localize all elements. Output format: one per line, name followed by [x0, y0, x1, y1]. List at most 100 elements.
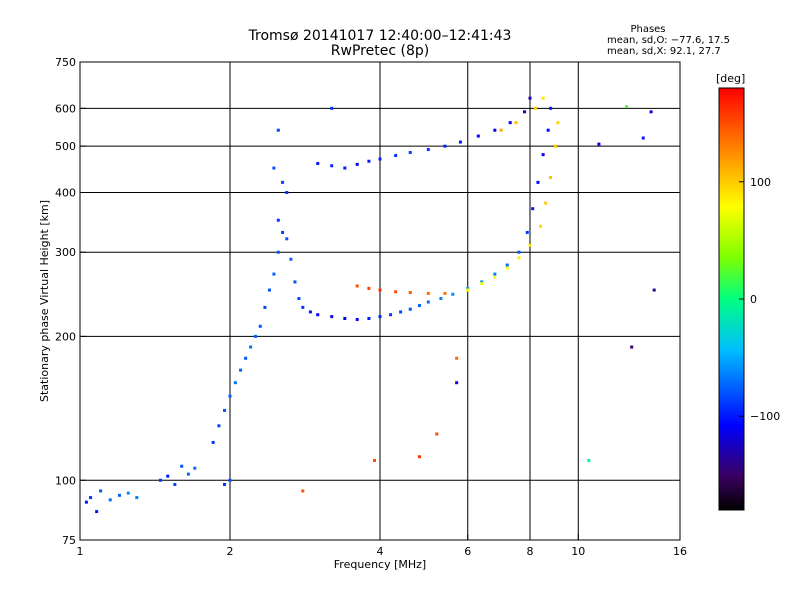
data-point [84, 500, 88, 504]
x-tick-label: 4 [377, 545, 384, 558]
x-tick-label: 8 [527, 545, 534, 558]
data-point [455, 381, 459, 385]
data-point [426, 291, 430, 295]
data-point [316, 313, 320, 317]
y-tick-label: 200 [55, 330, 76, 343]
data-point [455, 356, 459, 360]
data-point [541, 96, 545, 100]
data-point [330, 106, 334, 110]
data-point [531, 207, 535, 211]
data-point [301, 305, 305, 309]
chart-subtitle: RwPretec (8p) [331, 43, 429, 59]
data-point [343, 166, 347, 170]
grid-lines [80, 62, 680, 540]
data-point [652, 288, 656, 292]
phases-line-o: mean, sd,O: −77.6, 17.5 [607, 35, 730, 46]
data-point [533, 106, 537, 110]
y-axis-label: Stationary phase Virtual Height [km] [38, 200, 51, 402]
colorbar-tick-label: 0 [750, 293, 757, 306]
data-point [549, 106, 553, 110]
data-point [244, 356, 248, 360]
data-point [117, 493, 121, 497]
data-point [343, 316, 347, 320]
data-point [505, 263, 509, 267]
data-point [186, 472, 190, 476]
data-point [367, 316, 371, 320]
data-point [480, 282, 484, 286]
data-point [239, 368, 243, 372]
data-point [553, 144, 557, 148]
x-axis-ticks: 1 2 4 6 8 10 16 [77, 534, 687, 558]
data-point [285, 237, 289, 241]
data-point [108, 498, 112, 502]
y-axis-ticks: 75 100 200 300 400 500 600 750 [55, 56, 86, 547]
data-point [373, 458, 377, 462]
data-point [528, 96, 532, 100]
data-point [466, 288, 470, 292]
data-point [493, 272, 497, 276]
x-tick-label: 16 [673, 545, 687, 558]
data-point [223, 408, 227, 412]
data-point [223, 482, 227, 486]
data-point [249, 345, 253, 349]
data-point [514, 121, 518, 125]
data-point [158, 478, 162, 482]
data-point [330, 164, 334, 168]
data-point [587, 458, 591, 462]
data-point [233, 381, 237, 385]
data-point [228, 478, 232, 482]
data-point [528, 243, 532, 247]
data-point [308, 310, 312, 314]
chart-title: Tromsø 20141017 12:40:00–12:41:43 [248, 28, 512, 44]
data-point [217, 424, 221, 428]
y-tick-label: 600 [55, 102, 76, 115]
data-point [417, 304, 421, 308]
y-tick-label: 500 [55, 140, 76, 153]
data-point [508, 121, 512, 125]
data-point [439, 297, 443, 301]
data-point [378, 288, 382, 292]
data-point [126, 491, 130, 495]
data-point [435, 432, 439, 436]
data-point [367, 159, 371, 163]
data-point [173, 482, 177, 486]
data-point [499, 128, 503, 132]
data-point [89, 496, 93, 500]
data-point [394, 290, 398, 294]
data-point [263, 305, 267, 309]
data-point [367, 286, 371, 290]
data-point [549, 175, 553, 179]
data-point [95, 510, 99, 514]
data-point [641, 136, 645, 140]
y-tick-label: 300 [55, 246, 76, 259]
y-tick-label: 400 [55, 186, 76, 199]
data-point [378, 157, 382, 161]
data-points [84, 96, 656, 514]
data-point [523, 110, 527, 114]
data-point [597, 142, 601, 146]
data-point [517, 256, 521, 260]
data-point [525, 230, 529, 234]
x-tick-label: 6 [464, 545, 471, 558]
data-point [443, 291, 447, 295]
phases-heading: Phases [630, 24, 665, 35]
data-point [355, 162, 359, 166]
data-point [505, 266, 509, 270]
data-point [258, 324, 262, 328]
data-point [649, 110, 653, 114]
data-point [443, 144, 447, 148]
data-point [556, 121, 560, 125]
data-point [389, 313, 393, 317]
data-point [355, 284, 359, 288]
data-point [408, 291, 412, 295]
data-point [355, 317, 359, 321]
colorbar-ticks: 100 0 −100 [739, 176, 780, 423]
data-point [180, 464, 184, 468]
data-point [630, 345, 634, 349]
data-point [276, 250, 280, 254]
data-point [211, 440, 215, 444]
data-point [272, 272, 276, 276]
data-point [517, 250, 521, 254]
data-point [276, 218, 280, 222]
